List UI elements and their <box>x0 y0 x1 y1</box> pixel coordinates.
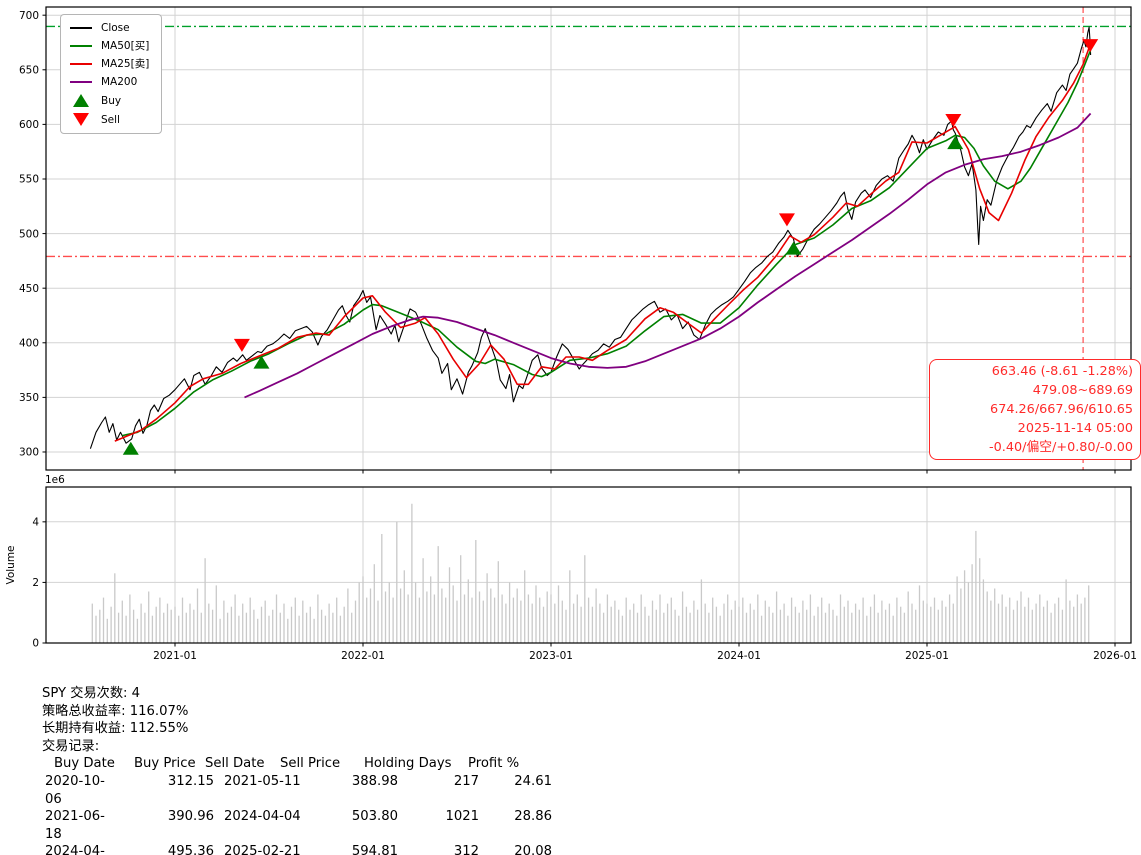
legend-label-close: Close <box>101 22 130 34</box>
legend-item-ma200: MA200 <box>70 76 149 88</box>
ma25-line-swatch <box>70 62 92 66</box>
price-panel-border <box>45 6 1132 471</box>
col-sell-date: Sell Date <box>205 756 265 772</box>
sell-marker <box>1082 39 1099 53</box>
close-line <box>89 26 1092 449</box>
annotation-box: 663.46 (-8.61 -1.28%) 479.08~689.69 674.… <box>929 359 1141 460</box>
volume-tick-label: 0 <box>32 638 39 650</box>
buy-marker <box>253 355 270 369</box>
x-tick-label: 2021-01 <box>153 650 197 662</box>
price-tick-label: 300 <box>19 447 39 459</box>
buy-marker <box>785 241 802 255</box>
price-tick-label: 700 <box>19 10 39 22</box>
legend-item-buy: Buy <box>70 94 149 107</box>
legend-item-ma50: MA50[买] <box>70 40 149 52</box>
annotation-price-change: 663.46 (-8.61 -1.28%) <box>991 364 1133 379</box>
trade-count-line: SPY 交易次数: 4 <box>42 686 141 701</box>
volume-tick-label: 4 <box>32 517 39 529</box>
price-tick-label: 650 <box>19 64 39 76</box>
x-tick-label: 2022-01 <box>341 650 385 662</box>
sell-marker-icon <box>73 113 89 126</box>
col-holding-days: Holding Days <box>364 756 452 772</box>
volume-panel-border <box>45 486 1132 644</box>
ma50-line <box>122 49 1092 437</box>
sell-marker <box>778 213 795 227</box>
strategy-return-line: 策略总收益率: 116.07% <box>42 703 189 719</box>
annotation-range: 479.08~689.69 <box>1032 383 1133 398</box>
legend-label-ma200: MA200 <box>101 76 138 88</box>
volume-offset-label: 1e6 <box>45 474 65 486</box>
price-tick-label: 550 <box>19 174 39 186</box>
close-line-swatch <box>70 26 92 30</box>
sell-marker <box>233 338 250 352</box>
x-tick-label: 2026-01 <box>1093 650 1137 662</box>
buy-marker <box>122 441 139 455</box>
sell-marker <box>945 114 962 128</box>
col-sell-price: Sell Price <box>280 756 341 772</box>
buy-marker <box>947 136 964 150</box>
col-profit-pct: Profit % <box>468 756 520 772</box>
ma25-line <box>114 43 1092 442</box>
legend-item-sell: Sell <box>70 113 149 126</box>
legend-label-sell: Sell <box>101 113 120 126</box>
col-buy-price: Buy Price <box>134 756 196 772</box>
annotation-ma-values: 674.26/667.96/610.65 <box>990 402 1133 417</box>
annotation-datetime: 2025-11-14 05:00 <box>1017 421 1133 436</box>
annotation-signal: -0.40/偏空/+0.80/-0.00 <box>989 440 1133 455</box>
trade-records-title: 交易记录: <box>42 738 100 754</box>
price-tick-label: 450 <box>19 283 39 295</box>
trade-table-header: Buy Date Buy Price Sell Date Sell Price … <box>45 755 552 773</box>
ma200-line <box>244 112 1092 399</box>
legend-label-ma50: MA50[买] <box>101 40 150 52</box>
legend-label-ma25: MA25[卖] <box>101 58 150 70</box>
legend-item-close: Close <box>70 22 149 34</box>
price-tick-label: 350 <box>19 392 39 404</box>
volume-tick-label: 2 <box>32 577 39 589</box>
hold-return-line: 长期持有收益: 112.55% <box>42 721 189 737</box>
legend-item-ma25: MA25[卖] <box>70 58 149 70</box>
legend: Close MA50[买] MA25[卖] MA200 Buy Sell <box>60 14 163 134</box>
volume-axis-label: Volume <box>5 545 17 584</box>
buy-marker-icon <box>73 94 89 107</box>
table-row: 2020-10-06 312.15 2021-05-11 388.98 217 … <box>45 773 552 807</box>
price-tick-label: 400 <box>19 337 39 349</box>
x-tick-label: 2023-01 <box>529 650 573 662</box>
table-row: 2021-06-18 390.96 2024-04-04 503.80 1021… <box>45 809 552 842</box>
ma200-line-swatch <box>70 80 92 84</box>
price-tick-label: 500 <box>19 228 39 240</box>
trade-table: Buy Date Buy Price Sell Date Sell Price … <box>45 755 552 855</box>
price-tick-label: 600 <box>19 119 39 131</box>
ma50-line-swatch <box>70 44 92 48</box>
table-row: 2024-04-15 495.36 2025-02-21 594.81 312 … <box>45 844 552 855</box>
summary-block: SPY 交易次数: 4 策略总收益率: 116.07% 长期持有收益: 112.… <box>42 685 552 855</box>
col-buy-date: Buy Date <box>54 756 115 772</box>
x-tick-label: 2024-01 <box>717 650 761 662</box>
legend-label-buy: Buy <box>101 94 122 107</box>
x-tick-label: 2025-01 <box>905 650 949 662</box>
